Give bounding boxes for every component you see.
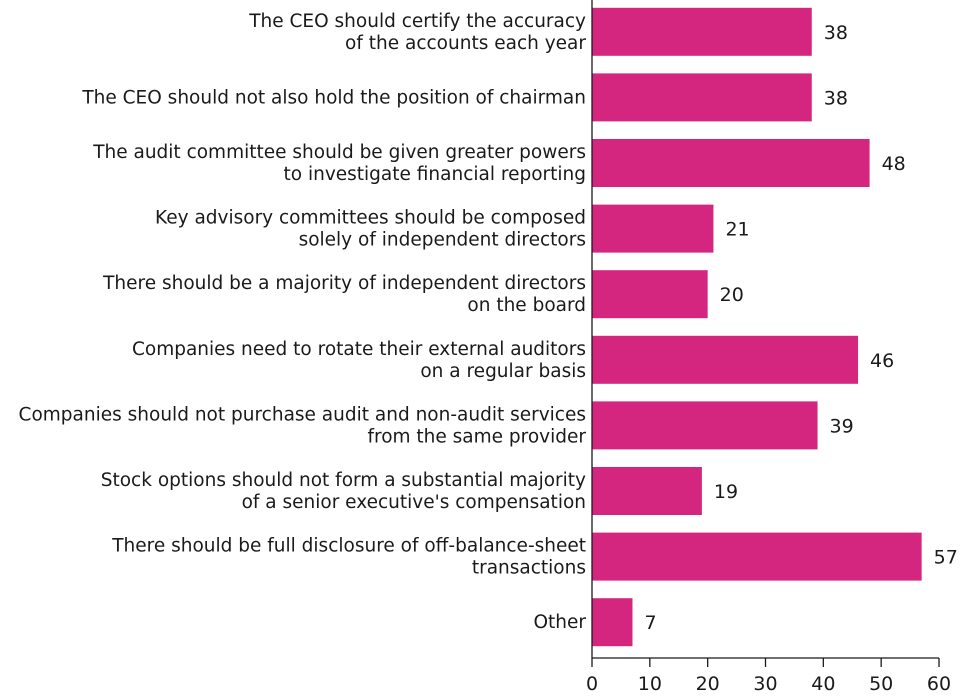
bar-3: [592, 204, 714, 253]
value-label-8: 57: [934, 547, 958, 569]
bar-2: [592, 139, 870, 187]
category-label-4-line-0: There should be a majority of independen…: [102, 273, 586, 294]
bar-9: [592, 598, 633, 647]
category-label-1-line-0: The CEO should not also hold the positio…: [81, 87, 586, 108]
value-label-3: 21: [725, 219, 749, 241]
x-tick-label-0: 0: [586, 673, 598, 695]
category-label-6-line-1: from the same provider: [367, 426, 586, 447]
category-label-9: Other: [533, 612, 586, 633]
value-label-5: 46: [870, 350, 894, 372]
bar-0: [592, 7, 812, 56]
value-label-0: 38: [824, 22, 848, 44]
bar-8: [592, 532, 922, 581]
value-label-9: 7: [644, 612, 656, 634]
value-labels: 38 38 48 21 20 46 39 19 57 7: [644, 22, 957, 634]
value-label-7: 19: [714, 481, 738, 503]
category-label-8-line-0: There should be full disclosure of off-b…: [111, 536, 586, 557]
category-label-6-line-0: Companies should not purchase audit and …: [19, 404, 586, 425]
category-label-2-line-0: The audit committee should be given grea…: [92, 142, 586, 163]
value-label-2: 48: [882, 153, 906, 175]
x-tick-label-6: 60: [927, 673, 951, 695]
category-label-5-line-1: on a regular basis: [420, 361, 586, 382]
category-label-5-line-0: Companies need to rotate their external …: [132, 339, 586, 360]
x-tick-label-5: 50: [869, 673, 893, 695]
category-label-7: Stock options should not form a substant…: [101, 470, 586, 513]
category-label-5: Companies need to rotate their external …: [132, 339, 586, 382]
category-label-0-line-1: of the accounts each year: [345, 33, 586, 54]
x-tick-label-4: 40: [811, 673, 835, 695]
category-label-3-line-1: solely of independent directors: [299, 230, 586, 251]
category-label-3-line-0: Key advisory committees should be compos…: [155, 208, 586, 229]
category-label-8-line-1: transactions: [472, 558, 586, 579]
category-label-1: The CEO should not also hold the positio…: [81, 87, 586, 108]
bar-7: [592, 467, 702, 515]
x-tick-label-2: 20: [696, 673, 720, 695]
bar-6: [592, 401, 818, 450]
category-label-0-line-0: The CEO should certify the accuracy: [248, 11, 586, 32]
category-label-9-line-0: Other: [533, 612, 586, 633]
category-label-8: There should be full disclosure of off-b…: [111, 536, 586, 579]
bars-layer: [592, 7, 922, 647]
x-tick-label-1: 10: [638, 673, 662, 695]
category-label-7-line-0: Stock options should not form a substant…: [101, 470, 586, 491]
category-label-4-line-1: on the board: [467, 295, 586, 316]
bar-5: [592, 335, 859, 384]
value-label-6: 39: [830, 415, 854, 437]
category-label-2-line-1: to investigate financial reporting: [284, 164, 587, 185]
value-label-4: 20: [720, 284, 744, 306]
category-label-3: Key advisory committees should be compos…: [155, 208, 586, 251]
value-label-1: 38: [824, 87, 848, 109]
category-label-7-line-1: of a senior executive's compensation: [242, 492, 586, 513]
bar-1: [592, 73, 812, 122]
x-tick-label-3: 30: [753, 673, 777, 695]
x-axis: 0 10 20 30 40 50 60: [586, 0, 951, 695]
category-label-4: There should be a majority of independen…: [102, 273, 586, 316]
category-label-6: Companies should not purchase audit and …: [19, 404, 587, 447]
category-label-2: The audit committee should be given grea…: [92, 142, 586, 185]
bar-4: [592, 270, 708, 319]
